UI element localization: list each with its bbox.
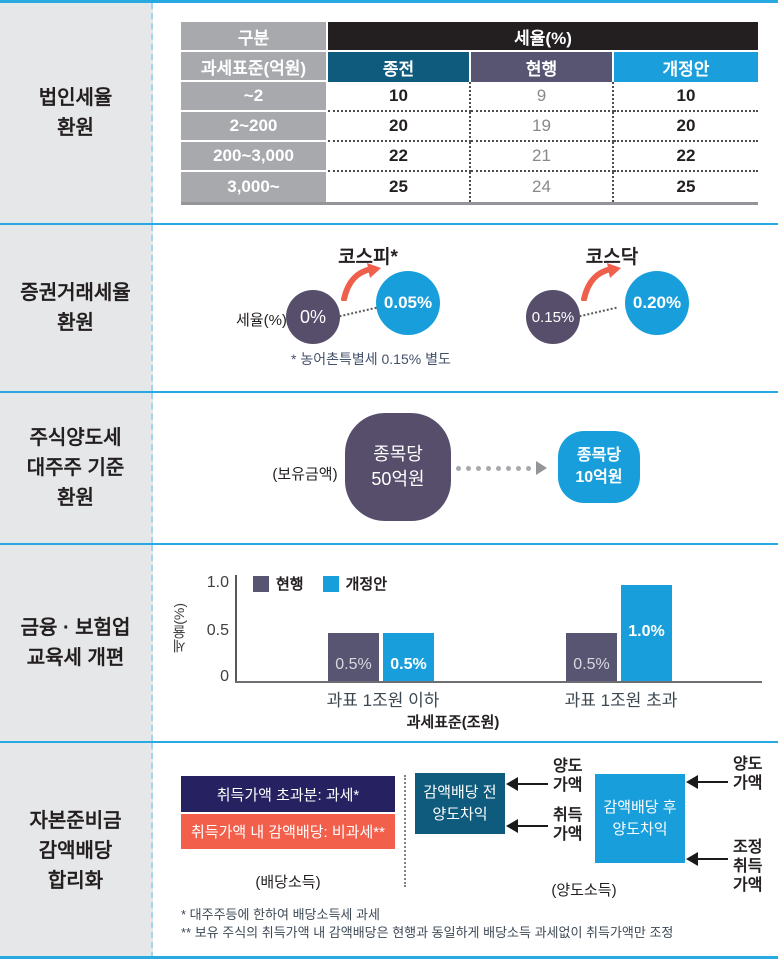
- adjusted-acquisition-price-label: 조정 취득 가액: [733, 839, 763, 894]
- left-arrow-icon: [506, 777, 548, 791]
- chart-legend: 현행 개정안: [253, 573, 387, 594]
- section-education-tax: 금융 · 보험업 교육세 개편 현행 개정안 세율(%) 1.0 0.5 0 0…: [0, 545, 778, 743]
- dotted-connector: [339, 306, 377, 318]
- acquisition-price-label: 취득 가액: [553, 807, 583, 843]
- corporate-tax-content: 구분 세율(%) 과세표준(억원) 종전 현행 개정안 ~2 10 9 10 2…: [153, 3, 778, 223]
- section-capital-gains: 주식양도세 대주주 기준 환원 (보유금액) 종목당 50억원 종목당 10억원: [0, 393, 778, 545]
- x-axis-label: 과세표준(조원): [406, 714, 500, 731]
- bar-current-group2: 0.5%: [566, 633, 617, 681]
- plot-area: 0.5% 0.5% 0.5% 1.0%: [237, 585, 761, 681]
- x-category-label: 과표 1조원 초과: [564, 691, 678, 710]
- bar-revised-group1: 0.5%: [383, 633, 434, 681]
- col-header-revised: 개정안: [614, 52, 758, 82]
- capital-reserve-content: 취득가액 초과분: 과세* 취득가액 내 감액배당: 비과세** (배당소득) …: [153, 743, 778, 956]
- gain-before-box: 감액배당 전 양도차익: [415, 773, 505, 834]
- dividend-nontaxed-box: 취득가액 내 감액배당: 비과세**: [181, 814, 395, 849]
- bar-value-label: 0.5%: [573, 656, 610, 673]
- cell-current: 19: [471, 112, 614, 142]
- left-arrow-icon: [686, 775, 728, 789]
- kospi-previous-rate-circle: 0%: [286, 290, 340, 344]
- y-tick: 0: [220, 668, 229, 685]
- dotted-divider: [404, 775, 406, 887]
- row-base: ~2: [181, 82, 328, 112]
- y-tick: 0.5: [206, 622, 229, 639]
- cell-current: 24: [471, 172, 614, 202]
- kospi-title: 코스피*: [338, 247, 398, 268]
- dotted-connector: [579, 306, 617, 318]
- kospi-revised-rate-circle: 0.05%: [376, 271, 440, 335]
- cell-prev: 25: [328, 172, 471, 202]
- bar-current-group1: 0.5%: [328, 633, 379, 681]
- threshold-before-badge: 종목당 50억원: [345, 413, 451, 521]
- cell-revised: 22: [614, 142, 758, 172]
- cell-prev: 20: [328, 112, 471, 142]
- increase-arrow-icon: [581, 263, 621, 301]
- row-base: 3,000~: [181, 172, 328, 202]
- section-label-corporate-tax: 법인세율 환원: [0, 3, 153, 223]
- capital-gains-content: (보유금액) 종목당 50억원 종목당 10억원: [153, 393, 778, 543]
- cell-current: 21: [471, 142, 614, 172]
- kosdaq-revised-rate-circle: 0.20%: [625, 271, 689, 335]
- cell-revised: 10: [614, 82, 758, 112]
- footnote-2: ** 보유 주식의 취득가액 내 감액배당은 현행과 동일하게 배당소득 과세없…: [181, 925, 674, 940]
- left-arrow-icon: [506, 819, 548, 833]
- dividend-income-caption: (배당소득): [255, 874, 321, 891]
- row-base: 200~3,000: [181, 142, 328, 172]
- cell-prev: 10: [328, 82, 471, 112]
- dotted-arrow-icon: [456, 461, 556, 475]
- legend-label-revised: 개정안: [345, 576, 388, 593]
- x-category-label: 과표 1조원 이하: [326, 691, 440, 710]
- kosdaq-title: 코스닥: [585, 247, 639, 268]
- threshold-after-badge: 종목당 10억원: [558, 431, 640, 503]
- securities-tax-content: 코스피* 코스닥 세율(%) 0% 0.05% 0.15% 0.20% * 농어…: [153, 225, 778, 391]
- section-label-capital-gains: 주식양도세 대주주 기준 환원: [0, 393, 153, 543]
- transfer-price-label: 양도 가액: [733, 756, 763, 792]
- gain-after-box: 감액배당 후 양도차익: [595, 774, 685, 863]
- increase-arrow-icon: [341, 263, 381, 301]
- cell-current: 9: [471, 82, 614, 112]
- y-axis-line: [235, 575, 237, 683]
- securities-footnote: * 농어촌특별세 0.15% 별도: [291, 351, 451, 367]
- corporate-tax-table: 구분 세율(%) 과세표준(억원) 종전 현행 개정안 ~2 10 9 10 2…: [181, 22, 758, 205]
- legend-swatch-current: [253, 575, 269, 592]
- bar-value-label: 1.0%: [628, 623, 665, 640]
- bar-revised-group2: 1.0%: [621, 585, 672, 681]
- dividend-taxed-box: 취득가액 초과분: 과세*: [181, 776, 395, 812]
- left-arrow-icon: [686, 852, 728, 866]
- transfer-price-label: 양도 가액: [553, 758, 583, 794]
- footnote-1: * 대주주등에 한하여 배당소득세 과세: [181, 907, 380, 922]
- row-base: 2~200: [181, 112, 328, 142]
- section-label-education-tax: 금융 · 보험업 교육세 개편: [0, 545, 153, 741]
- cell-prev: 22: [328, 142, 471, 172]
- y-tick: 1.0: [206, 574, 229, 591]
- education-tax-chart: 현행 개정안 세율(%) 1.0 0.5 0 0.5% 0.5% 0.5%: [153, 545, 778, 741]
- table-header-rate-group: 세율(%): [328, 22, 758, 52]
- bar-value-label: 0.5%: [335, 656, 372, 673]
- holding-amount-label: (보유금액): [272, 466, 338, 483]
- bar-value-label: 0.5%: [390, 656, 427, 673]
- col-header-previous: 종전: [328, 52, 471, 82]
- section-securities-tax: 증권거래세율 환원 코스피* 코스닥 세율(%) 0% 0.05% 0.15% …: [0, 225, 778, 393]
- kosdaq-previous-rate-circle: 0.15%: [526, 290, 580, 344]
- cell-revised: 20: [614, 112, 758, 142]
- table-header-gubun: 구분: [181, 22, 328, 52]
- cell-revised: 25: [614, 172, 758, 202]
- section-label-securities-tax: 증권거래세율 환원: [0, 225, 153, 391]
- legend-label-current: 현행: [276, 576, 304, 593]
- transfer-income-caption: (양도소득): [551, 882, 617, 899]
- rate-axis-label: 세율(%): [236, 312, 287, 329]
- table-header-base: 과세표준(억원): [181, 52, 328, 82]
- legend-swatch-revised: [322, 575, 339, 592]
- col-header-current: 현행: [471, 52, 614, 82]
- section-corporate-tax: 법인세율 환원 구분 세율(%) 과세표준(억원) 종전 현행 개정안 ~2 1…: [0, 3, 778, 225]
- section-capital-reserve: 자본준비금 감액배당 합리화 취득가액 초과분: 과세* 취득가액 내 감액배당…: [0, 743, 778, 956]
- section-label-capital-reserve: 자본준비금 감액배당 합리화: [0, 743, 153, 956]
- y-axis-label: 세율(%): [171, 603, 187, 653]
- x-axis-line: [235, 681, 762, 683]
